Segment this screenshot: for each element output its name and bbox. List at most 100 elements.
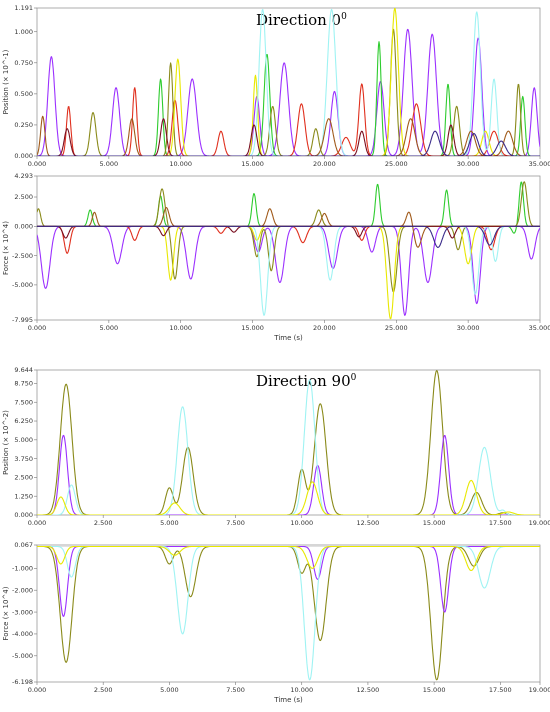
y-tick-label: 3.750 — [14, 455, 33, 463]
series-line-darkred — [37, 118, 540, 156]
x-tick-label: 7.500 — [226, 686, 245, 694]
series-line-cyan — [37, 545, 540, 681]
y-tick-label: 0.500 — [14, 90, 33, 98]
y-tick-label: 0.000 — [14, 511, 33, 519]
x-tick-label: 17.500 — [489, 519, 512, 527]
x-tick-label: 12.500 — [357, 519, 380, 527]
x-tick-label: 0.000 — [28, 519, 47, 527]
x-tick-label: 10.000 — [169, 324, 192, 332]
x-tick-label: 25.000 — [385, 160, 408, 168]
x-tick-label: 30.000 — [457, 324, 480, 332]
x-tick-label: 0.000 — [28, 686, 47, 694]
x-tick-label: 5.000 — [160, 686, 179, 694]
direction-90-position-panel: 0.000 2.500 5.000 7.500 10.000 12.500 15.000 17… — [2, 366, 550, 527]
x-tick-label: 35.000 — [529, 160, 550, 168]
y-tick-label: 7.500 — [14, 398, 33, 406]
y-axis-label: Force (× 10^4) — [2, 221, 10, 275]
direction-0-force-panel: 0.000 5.000 10.000 15.000 20.000 25.000 30.000… — [2, 172, 550, 342]
series-line-yellow — [37, 545, 540, 572]
y-tick-label: 0.000 — [14, 152, 33, 160]
series-line-cyan — [37, 225, 540, 316]
y-tick-label: -3.000 — [12, 608, 33, 616]
series-line-olive — [37, 181, 540, 293]
x-axis-label: Time (s) — [273, 334, 303, 342]
y-tick-label: 2.500 — [14, 474, 33, 482]
x-tick-label: 12.500 — [357, 686, 380, 694]
series-line-olive — [37, 28, 540, 156]
plot-frame — [36, 544, 541, 683]
plot-frame — [36, 7, 541, 157]
series-layer — [37, 8, 540, 156]
y-tick-label: -4.000 — [12, 630, 33, 638]
x-tick-label: 19.000 — [529, 686, 550, 694]
y-tick-label: 0.000 — [14, 223, 33, 231]
y-tick-label: 4.293 — [14, 172, 33, 180]
direction-0-title: Direction 00 — [256, 11, 347, 29]
series-line-brown — [37, 115, 540, 156]
x-tick-label: 17.500 — [489, 686, 512, 694]
series-line-navy — [37, 225, 540, 248]
y-tick-label: 0.067 — [14, 541, 33, 549]
series-layer — [37, 545, 540, 681]
direction-90-force-panel: 0.000 2.500 5.000 7.500 10.000 12.500 15.000 17… — [2, 541, 550, 704]
y-tick-label: 0.250 — [14, 121, 33, 129]
x-tick-label: 0.000 — [28, 160, 47, 168]
x-tick-label: 0.000 — [28, 324, 47, 332]
x-tick-label: 10.000 — [290, 686, 313, 694]
y-tick-label: 1.191 — [14, 4, 33, 12]
x-axis-label: Time (s) — [273, 696, 303, 704]
x-tick-label: 15.000 — [423, 519, 446, 527]
series-line-olive — [37, 545, 540, 681]
series-line-green — [37, 181, 540, 234]
plot-frame — [36, 175, 541, 321]
x-tick-label: 5.000 — [100, 160, 119, 168]
x-tick-label: 15.000 — [241, 324, 264, 332]
y-tick-label: 2.500 — [14, 193, 33, 201]
y-tick-label: 9.644 — [14, 366, 33, 374]
x-tick-label: 35.000 — [529, 324, 550, 332]
x-tick-label: 15.000 — [241, 160, 264, 168]
y-tick-label: -5.000 — [12, 281, 33, 289]
x-tick-label: 20.000 — [313, 160, 336, 168]
direction-0-position-panel: 0.000 5.000 10.000 15.000 20.000 25.000 30.000… — [2, 4, 550, 168]
y-tick-label: -5.000 — [12, 652, 33, 660]
y-tick-label: 1.000 — [14, 28, 33, 36]
series-line-olive — [37, 370, 540, 515]
series-line-navy — [37, 130, 540, 156]
series-line-cyan — [37, 379, 540, 515]
x-tick-label: 2.500 — [94, 519, 113, 527]
y-axis-label: Position (× 10^-2) — [2, 410, 10, 475]
y-axis-label: Position (× 10^-1) — [2, 49, 10, 114]
y-tick-label: 1.250 — [14, 492, 33, 500]
series-line-cyan — [37, 8, 540, 156]
series-layer — [37, 370, 540, 515]
x-tick-label: 25.000 — [385, 324, 408, 332]
y-tick-label: 0.750 — [14, 59, 33, 67]
x-tick-label: 10.000 — [169, 160, 192, 168]
series-line-purple — [37, 28, 540, 156]
y-tick-label: -2.000 — [12, 586, 33, 594]
series-line-yellow — [37, 225, 540, 320]
x-tick-label: 10.000 — [290, 519, 313, 527]
x-tick-label: 5.000 — [160, 519, 179, 527]
x-tick-label: 30.000 — [457, 160, 480, 168]
y-tick-label: 6.250 — [14, 417, 33, 425]
x-tick-label: 19.000 — [529, 519, 550, 527]
series-line-purple — [37, 434, 540, 515]
series-line-purple — [37, 225, 540, 316]
x-tick-label: 2.500 — [94, 686, 113, 694]
y-tick-label: 5.000 — [14, 436, 33, 444]
y-tick-label: -7.995 — [12, 316, 33, 324]
x-tick-label: 7.500 — [226, 519, 245, 527]
series-line-yellow — [37, 8, 540, 156]
x-tick-label: 15.000 — [423, 686, 446, 694]
y-tick-label: -2.500 — [12, 252, 33, 260]
direction-90-title: Direction 900 — [256, 372, 357, 390]
y-tick-label: -1.000 — [12, 565, 33, 573]
y-tick-label: -6.198 — [12, 678, 33, 686]
y-tick-label: 8.750 — [14, 380, 33, 388]
series-layer — [37, 181, 540, 320]
x-tick-label: 5.000 — [100, 324, 119, 332]
series-line-yellow — [37, 479, 540, 515]
